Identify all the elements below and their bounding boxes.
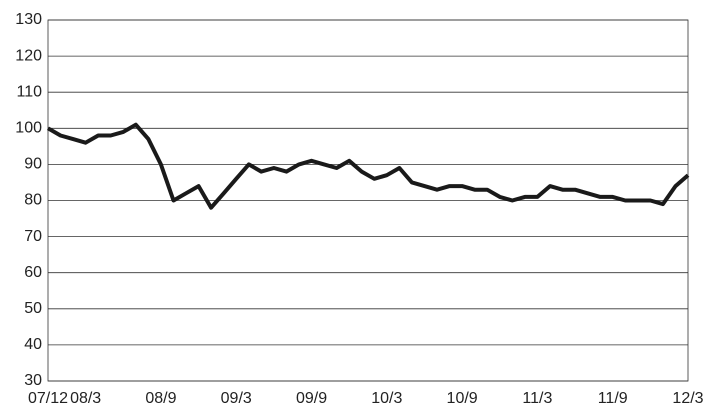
y-tick-label: 130: [15, 11, 42, 28]
y-tick-label: 30: [24, 372, 42, 389]
y-tick-label: 120: [15, 47, 42, 64]
x-tick-label: 11/9: [598, 390, 628, 407]
x-tick-label: 09/3: [221, 390, 252, 407]
y-tick-label: 110: [16, 83, 42, 100]
y-tick-label: 80: [24, 192, 42, 209]
y-tick-label: 60: [24, 264, 42, 281]
y-tick-label: 50: [24, 300, 42, 317]
x-tick-label: 09/9: [296, 390, 327, 407]
data-line: [47, 122, 690, 210]
plot-border: [47, 19, 689, 382]
x-tick-label: 11/3: [522, 390, 552, 407]
y-tick-label: 40: [24, 336, 42, 353]
x-tick-label: 07/12: [28, 390, 68, 407]
x-tick-label: 08/9: [145, 390, 176, 407]
x-tick-label: 12/3: [672, 390, 703, 407]
y-tick-label: 70: [24, 228, 42, 245]
y-tick-label: 90: [24, 156, 42, 173]
x-tick-label: 10/3: [371, 390, 402, 407]
x-tick-label: 10/9: [447, 390, 478, 407]
x-tick-label: 08/3: [70, 390, 101, 407]
y-tick-label: 100: [15, 120, 42, 137]
